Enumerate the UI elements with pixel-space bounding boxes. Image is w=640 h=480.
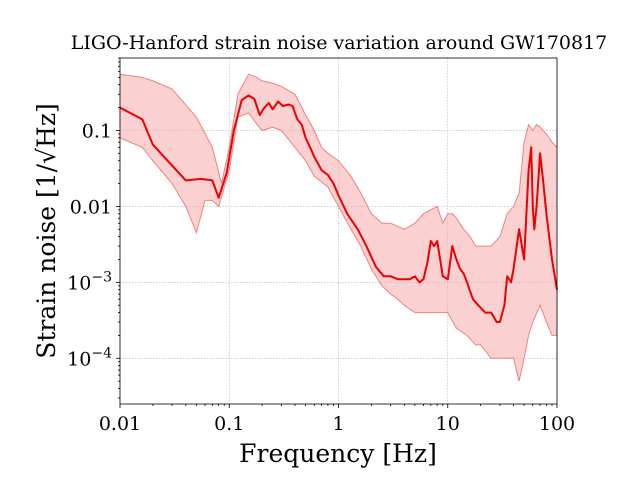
y-tick-label: 0.01 — [70, 196, 112, 218]
x-tick-label: 1 — [332, 413, 344, 435]
y-tick-label: 10−3 — [67, 269, 112, 294]
y-axis-label: Strain noise [1/√Hz] — [32, 103, 61, 359]
chart-title: LIGO-Hanford strain noise variation arou… — [71, 32, 608, 54]
noise-band — [119, 73, 558, 382]
x-tick-label: 0.01 — [99, 413, 141, 435]
x-tick-label: 10 — [436, 413, 460, 435]
band-lower-edge — [119, 112, 557, 382]
x-tick-labels: 0.01 0.1 1 10 100 — [99, 413, 575, 435]
x-tick-label: 100 — [539, 413, 575, 435]
tick-marks — [116, 57, 558, 408]
y-tick-label: 0.1 — [82, 120, 112, 142]
y-tick-label: 10−4 — [67, 345, 112, 370]
x-axis-label: Frequency [Hz] — [239, 439, 437, 468]
band-upper-edge — [119, 73, 558, 247]
band-fill — [120, 74, 557, 382]
x-tick-label: 0.1 — [214, 413, 244, 435]
median-line — [119, 94, 558, 323]
median-series-line — [119, 94, 558, 323]
y-tick-labels: 0.1 0.01 10−3 10−4 — [67, 120, 112, 370]
